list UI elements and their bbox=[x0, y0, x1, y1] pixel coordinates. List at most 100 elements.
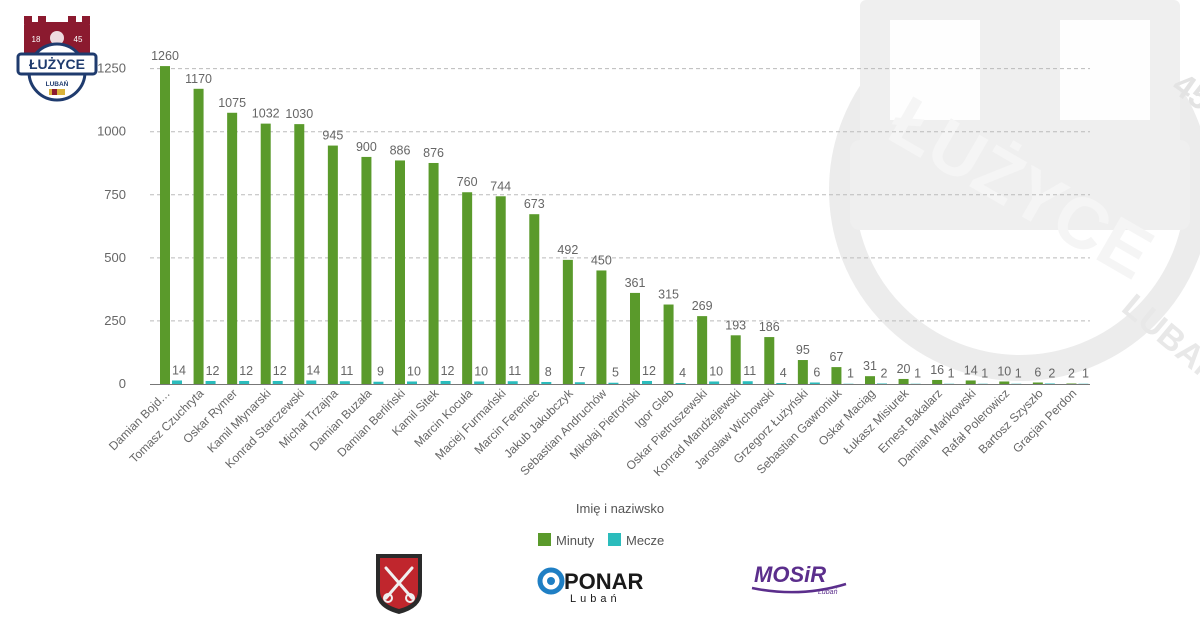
bar-mecze[interactable] bbox=[776, 382, 787, 384]
data-label-minuty: 760 bbox=[457, 175, 478, 189]
bar-mecze[interactable] bbox=[507, 381, 518, 384]
data-label-mecze: 10 bbox=[474, 364, 488, 378]
bar-mecze[interactable] bbox=[843, 383, 854, 385]
data-label-minuty: 673 bbox=[524, 197, 545, 211]
bar-minuty[interactable] bbox=[1066, 383, 1077, 384]
bar-minuty[interactable] bbox=[562, 259, 573, 384]
bar-mecze[interactable] bbox=[172, 380, 182, 384]
club-logo-year-right: 45 bbox=[74, 35, 83, 44]
bar-minuty[interactable] bbox=[428, 162, 439, 384]
bar-mecze[interactable] bbox=[239, 380, 250, 384]
bar-mecze[interactable] bbox=[306, 380, 317, 384]
bar-mecze[interactable] bbox=[474, 381, 485, 384]
bar-minuty[interactable] bbox=[1032, 382, 1043, 384]
bar-minuty[interactable] bbox=[495, 196, 506, 384]
bar-minuty[interactable] bbox=[193, 88, 204, 385]
bar-mecze[interactable] bbox=[910, 383, 921, 385]
bar-minuty[interactable] bbox=[160, 66, 170, 384]
data-label-minuty: 1260 bbox=[151, 49, 179, 63]
bar-mecze[interactable] bbox=[742, 381, 753, 384]
bar-mecze[interactable] bbox=[675, 382, 686, 384]
data-label-mecze: 10 bbox=[407, 364, 421, 378]
bar-minuty[interactable] bbox=[596, 270, 607, 384]
sponsor-mosir-logo: MOSiR Lubań bbox=[751, 562, 847, 596]
y-tick-label: 1250 bbox=[97, 61, 126, 76]
club-logo-year-left: 18 bbox=[32, 35, 41, 44]
bar-minuty[interactable] bbox=[361, 156, 372, 384]
data-label-mecze: 7 bbox=[578, 365, 585, 379]
data-label-minuty: 20 bbox=[897, 362, 911, 376]
bar-minuty[interactable] bbox=[865, 376, 875, 384]
y-tick-label: 1000 bbox=[97, 124, 126, 139]
bar-mecze[interactable] bbox=[944, 383, 955, 385]
bar-minuty[interactable] bbox=[965, 380, 976, 384]
sponsor-shield-logo bbox=[376, 554, 422, 614]
legend-item-mecze[interactable]: Mecze bbox=[608, 533, 664, 548]
bar-minuty[interactable] bbox=[529, 214, 540, 384]
bar-minuty[interactable] bbox=[730, 335, 741, 384]
club-logo: 18 45 ŁUŻYCE LUBAŃ bbox=[16, 16, 98, 102]
bar-mecze[interactable] bbox=[373, 381, 384, 384]
bar-minuty[interactable] bbox=[260, 123, 271, 384]
y-tick-label: 750 bbox=[104, 187, 126, 202]
bar-mecze[interactable] bbox=[339, 381, 350, 384]
data-label-minuty: 492 bbox=[557, 243, 578, 257]
bar-minuty[interactable] bbox=[797, 360, 808, 384]
bar-mecze[interactable] bbox=[407, 381, 417, 384]
data-label-minuty: 6 bbox=[1034, 365, 1041, 379]
y-tick-label: 250 bbox=[104, 313, 126, 328]
data-label-minuty: 16 bbox=[930, 363, 944, 377]
data-label-minuty: 186 bbox=[759, 320, 780, 334]
data-label-mecze: 4 bbox=[780, 366, 787, 380]
data-label-minuty: 945 bbox=[322, 129, 343, 143]
bar-minuty[interactable] bbox=[327, 145, 338, 384]
bar-mecze[interactable] bbox=[1044, 383, 1055, 384]
data-label-mecze: 10 bbox=[709, 364, 723, 378]
data-label-minuty: 361 bbox=[625, 276, 646, 290]
data-label-minuty: 31 bbox=[863, 359, 877, 373]
data-label-mecze: 1 bbox=[981, 367, 988, 381]
bar-mecze[interactable] bbox=[272, 380, 283, 384]
data-label-minuty: 193 bbox=[725, 318, 746, 332]
watermark-crest: ŁUŻYCE 45 LUBAŃ bbox=[829, 0, 1200, 393]
bar-minuty[interactable] bbox=[462, 192, 473, 384]
bars bbox=[160, 66, 1089, 385]
data-label-minuty: 67 bbox=[829, 350, 843, 364]
legend-label-minuty: Minuty bbox=[556, 533, 595, 548]
bar-mecze[interactable] bbox=[1011, 383, 1022, 385]
bar-minuty[interactable] bbox=[294, 124, 305, 384]
bar-mecze[interactable] bbox=[809, 382, 820, 384]
data-label-mecze: 8 bbox=[545, 365, 552, 379]
bar-minuty[interactable] bbox=[898, 378, 909, 384]
bar-minuty[interactable] bbox=[395, 160, 405, 384]
bar-minuty[interactable] bbox=[697, 316, 708, 384]
bar-mecze[interactable] bbox=[541, 381, 552, 384]
data-label-mecze: 12 bbox=[239, 364, 253, 378]
bar-mecze[interactable] bbox=[608, 382, 619, 384]
bar-minuty[interactable] bbox=[831, 367, 842, 384]
data-label-mecze: 5 bbox=[612, 366, 619, 380]
data-label-mecze: 2 bbox=[1048, 366, 1055, 380]
bar-mecze[interactable] bbox=[574, 382, 585, 384]
bar-minuty[interactable] bbox=[764, 337, 775, 384]
bar-minuty[interactable] bbox=[999, 381, 1010, 384]
legend-item-minuty[interactable]: Minuty bbox=[538, 533, 595, 548]
bar-mecze[interactable] bbox=[205, 380, 216, 384]
bar-mecze[interactable] bbox=[440, 380, 451, 384]
bar-minuty[interactable] bbox=[630, 292, 640, 384]
bar-mecze[interactable] bbox=[877, 383, 887, 384]
data-label-minuty: 14 bbox=[964, 363, 978, 377]
bar-minuty[interactable] bbox=[663, 304, 674, 384]
bar-mecze[interactable] bbox=[977, 383, 988, 385]
bar-mecze[interactable] bbox=[642, 380, 652, 384]
data-label-minuty: 1075 bbox=[218, 96, 246, 110]
data-label-minuty: 1030 bbox=[285, 107, 313, 121]
bar-minuty[interactable] bbox=[932, 379, 943, 384]
bar-mecze[interactable] bbox=[1078, 383, 1089, 385]
sponsor-ponar-logo: PONAR Lubań bbox=[537, 567, 644, 605]
bar-minuty[interactable] bbox=[227, 112, 238, 385]
bar-mecze[interactable] bbox=[709, 381, 720, 384]
y-axis-ticks: 0 250 500 750 1000 1250 bbox=[97, 61, 126, 391]
